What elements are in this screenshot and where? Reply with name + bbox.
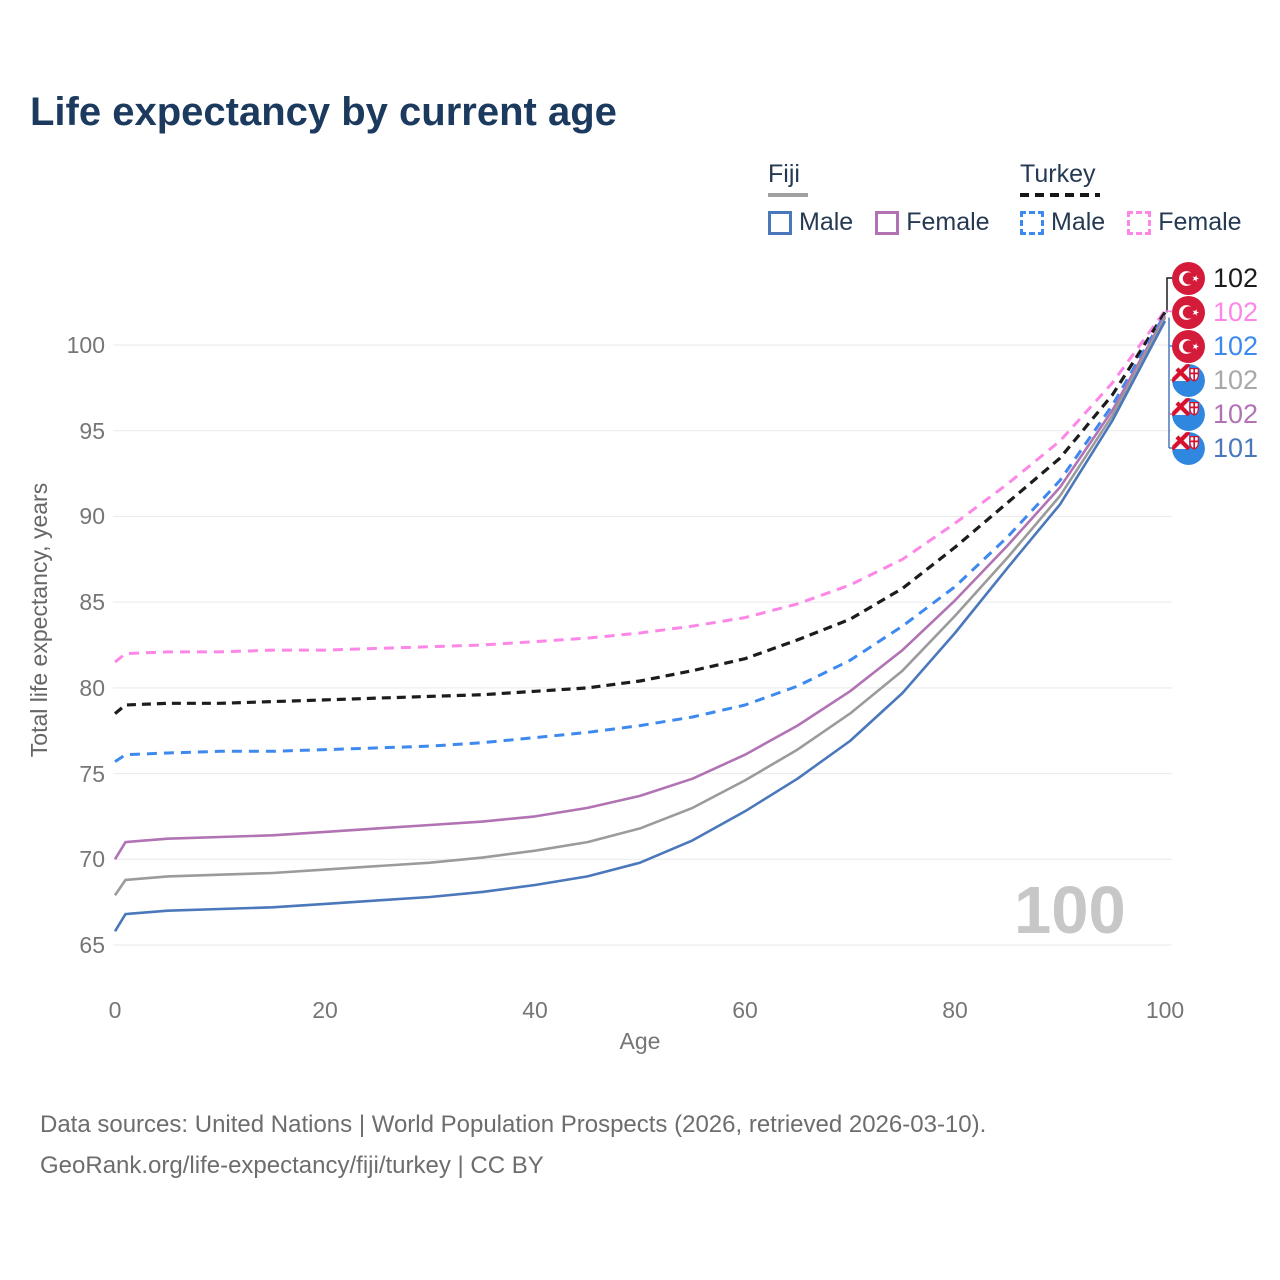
y-tick-label: 65 (79, 932, 105, 958)
y-tick-label: 95 (79, 417, 105, 444)
x-tick-label: 40 (522, 997, 548, 1023)
end-label-row: 102 (1172, 363, 1258, 397)
fiji-male-swatch-icon (768, 210, 792, 235)
y-axis-title: Total life expectancy, years (26, 482, 52, 758)
turkey-male-swatch-icon (1020, 210, 1044, 235)
legend-label: Male (1051, 208, 1106, 236)
x-tick-label: 100 (1145, 997, 1185, 1023)
legend-item-turkey-female[interactable]: Female (1127, 208, 1242, 237)
x-tick-label: 20 (312, 997, 338, 1023)
end-label-row: 102 (1172, 397, 1258, 431)
attribution-text: GeoRank.org/life-expectancy/fiji/turkey … (40, 1152, 544, 1179)
turkey-flag-icon (1172, 261, 1205, 295)
y-tick-label: 85 (79, 589, 105, 616)
series-line-turkey-female[interactable] (114, 309, 1167, 664)
series-line-turkey-both-sexes[interactable] (113, 311, 1167, 715)
x-tick-label: 0 (108, 997, 122, 1023)
end-label-row: 102 (1172, 295, 1258, 329)
legend-label: Male (799, 208, 854, 236)
fiji-flag-icon (1172, 363, 1205, 397)
y-tick-label: 90 (79, 503, 105, 530)
end-label-row: 101 (1172, 431, 1258, 465)
series-line-fiji-female[interactable] (113, 315, 1167, 860)
turkey-flag-icon (1172, 329, 1205, 363)
footer: Data sources: United Nations | World Pop… (40, 1104, 986, 1186)
y-tick-label: 100 (66, 331, 105, 358)
end-label-row: 102 (1172, 261, 1258, 295)
legend-group-title: Fiji (768, 160, 800, 188)
turkey-flag-icon (1172, 295, 1205, 329)
legend-group-title: Turkey (1020, 160, 1096, 188)
series-line-fiji-male[interactable] (113, 320, 1167, 932)
legend-label: Female (1158, 208, 1242, 236)
end-value: 102 (1213, 263, 1259, 293)
fiji-solid-line-sample (768, 193, 808, 197)
fiji-flag-icon (1172, 397, 1205, 431)
series-line-turkey-male[interactable] (114, 313, 1167, 763)
end-value: 102 (1213, 365, 1259, 395)
turkey-female-swatch-icon (1127, 210, 1152, 235)
x-tick-label: 80 (942, 997, 968, 1023)
legend-group-turkey: Turkey Male Female (1020, 160, 1242, 237)
page-title: Life expectancy by current age (30, 90, 617, 134)
legend-item-turkey-male[interactable]: Male (1020, 208, 1105, 237)
legend-label: Female (906, 208, 990, 236)
y-tick-label: 75 (79, 760, 105, 787)
turkey-dashed-line-sample (1020, 193, 1100, 197)
legend-item-fiji-female[interactable]: Female (875, 208, 990, 237)
x-tick-label: 60 (732, 997, 758, 1023)
legend-group-fiji: Fiji Male Female (768, 160, 990, 237)
end-label-row: 102 (1172, 329, 1258, 363)
end-value: 102 (1213, 331, 1259, 361)
series-line-fiji-both-sexes[interactable] (113, 316, 1167, 897)
y-tick-label: 80 (79, 674, 105, 701)
y-tick-label: 70 (79, 846, 105, 873)
end-value: 102 (1213, 297, 1259, 327)
data-sources-text: Data sources: United Nations | World Pop… (40, 1111, 987, 1138)
x-axis-title: Age (619, 1028, 661, 1054)
end-value: 102 (1213, 399, 1259, 429)
fiji-flag-icon (1172, 431, 1205, 465)
end-value: 101 (1213, 433, 1259, 463)
legend-item-fiji-male[interactable]: Male (768, 208, 853, 237)
fiji-female-swatch-icon (875, 210, 900, 235)
current-age-indicator: 100 (1014, 873, 1126, 948)
